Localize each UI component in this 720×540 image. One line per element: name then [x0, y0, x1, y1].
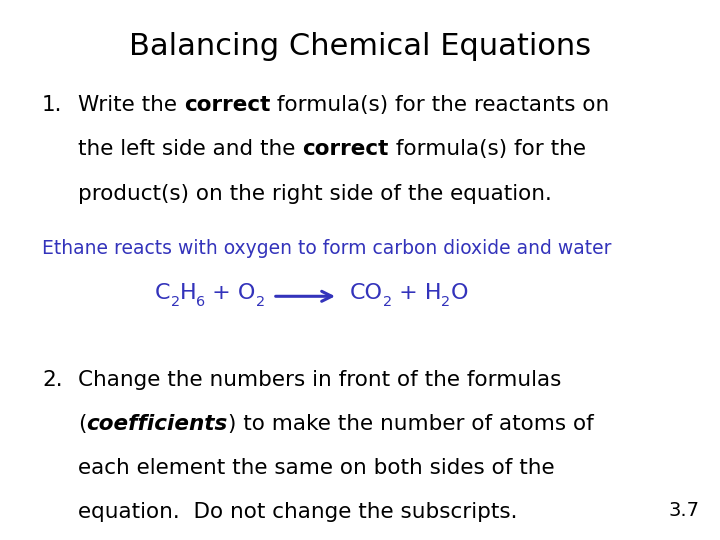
Text: coefficients: coefficients	[86, 414, 228, 434]
Text: O: O	[451, 282, 468, 303]
Text: 1.: 1.	[42, 95, 63, 115]
Text: equation.  Do not change the subscripts.: equation. Do not change the subscripts.	[78, 502, 518, 522]
Text: CO: CO	[350, 282, 383, 303]
Text: 2: 2	[171, 295, 179, 309]
Text: 2.: 2.	[42, 369, 63, 389]
Text: 3.7: 3.7	[669, 501, 700, 520]
Text: formula(s) for the: formula(s) for the	[389, 139, 585, 159]
Text: product(s) on the right side of the equation.: product(s) on the right side of the equa…	[78, 184, 552, 204]
Text: 2: 2	[256, 295, 265, 309]
Text: C: C	[155, 282, 171, 303]
Text: Balancing Chemical Equations: Balancing Chemical Equations	[129, 32, 591, 61]
Text: 2: 2	[441, 295, 451, 309]
Text: formula(s) for the reactants on: formula(s) for the reactants on	[270, 95, 610, 115]
Text: + O: + O	[205, 282, 256, 303]
Text: (: (	[78, 414, 86, 434]
Text: 2: 2	[383, 295, 392, 309]
Text: Ethane reacts with oxygen to form carbon dioxide and water: Ethane reacts with oxygen to form carbon…	[42, 239, 611, 258]
Text: correct: correct	[184, 95, 270, 115]
Text: Write the: Write the	[78, 95, 184, 115]
Text: each element the same on both sides of the: each element the same on both sides of t…	[78, 458, 554, 478]
Text: the left side and the: the left side and the	[78, 139, 302, 159]
Text: Change the numbers in front of the formulas: Change the numbers in front of the formu…	[78, 369, 562, 389]
Text: correct: correct	[302, 139, 389, 159]
Text: + H: + H	[392, 282, 441, 303]
Text: H: H	[179, 282, 197, 303]
Text: ) to make the number of atoms of: ) to make the number of atoms of	[228, 414, 593, 434]
Text: 6: 6	[197, 295, 205, 309]
